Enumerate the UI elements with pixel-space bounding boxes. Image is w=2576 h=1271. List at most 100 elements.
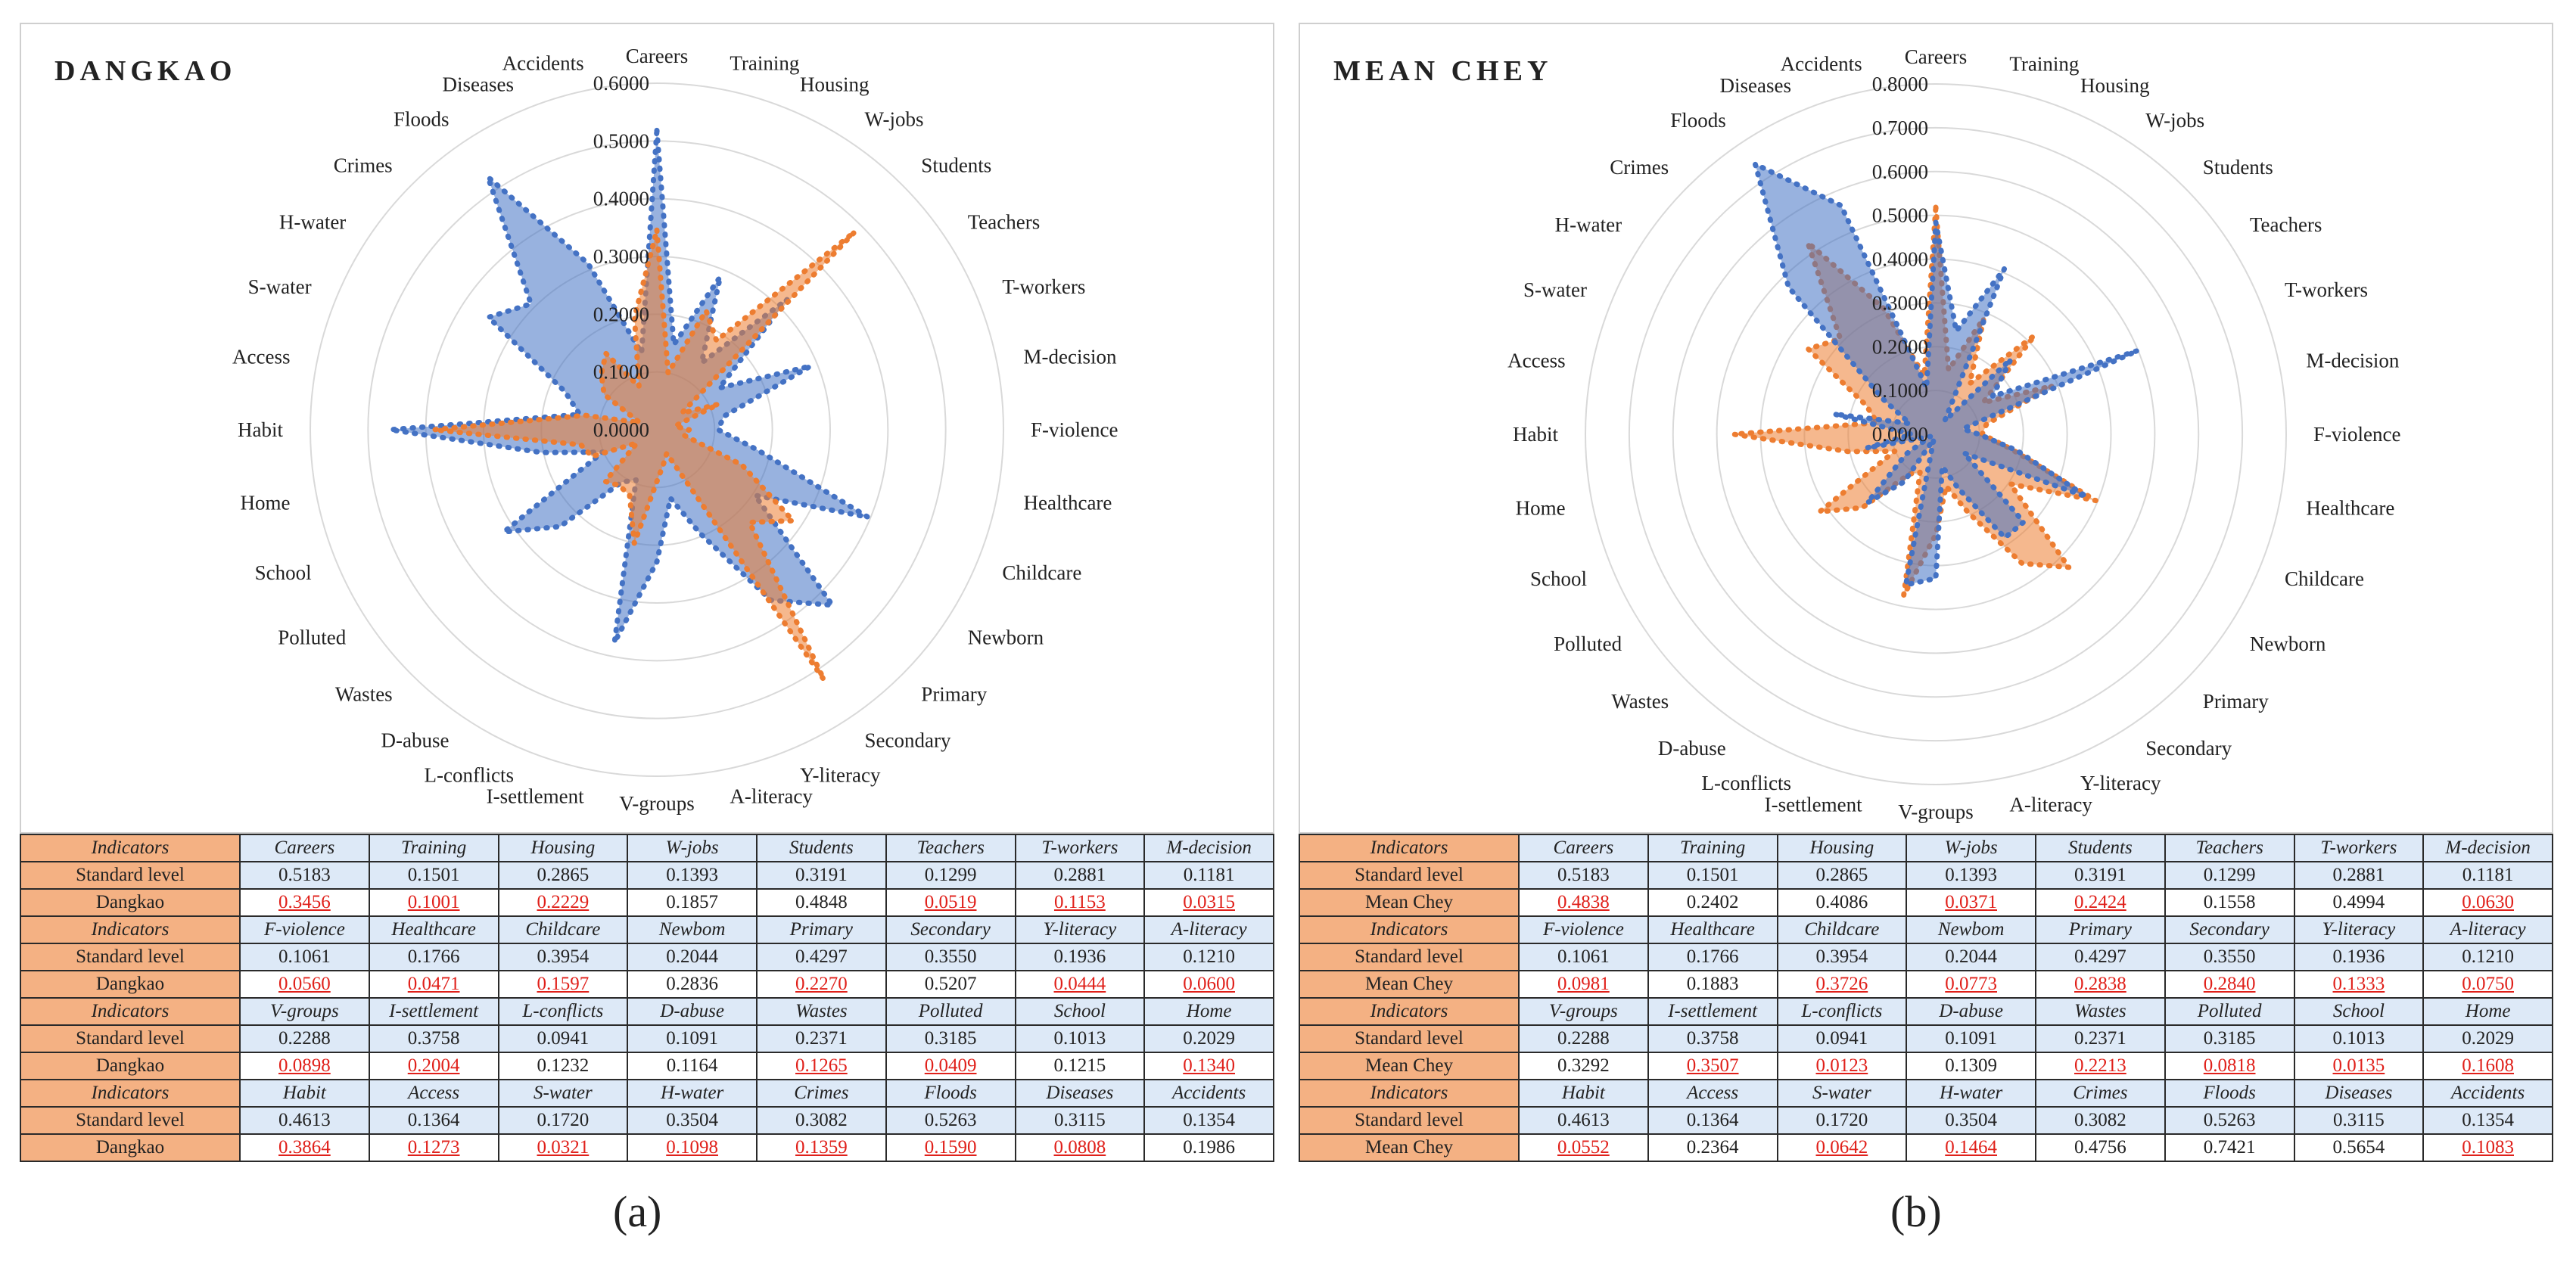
category-label-healthcare: Healthcare [1024,491,1112,514]
category-label-crimes: Crimes [334,154,393,177]
region-value: 0.4994 [2293,888,2425,917]
standard-value: 0.1354 [1143,1106,1274,1135]
standard-value: 0.3504 [1906,1106,2036,1135]
region-value: 0.2213 [2035,1052,2166,1080]
row-header-standard: Standard level [20,861,241,890]
indicator-name-access: Access [368,1079,499,1108]
category-label-housing: Housing [2080,74,2150,97]
series-area-mean-chey [1752,161,2141,588]
radial-tick-label: 0.6000 [1872,160,1928,183]
category-label-housing: Housing [800,73,870,96]
indicator-name-healthcare: Healthcare [368,915,499,944]
region-value: 0.4086 [1776,888,1908,917]
indicator-name-housing: Housing [1776,834,1908,862]
table-row-region: Mean Chey 0.4838 0.2402 0.4086 0.0371 0.2424 0… [1299,888,2553,917]
category-label-primary: Primary [2203,690,2269,713]
indicator-name-accidents: Accidents [1143,1079,1274,1108]
row-header-standard: Standard level [1299,861,1520,890]
region-value: 0.3456 [239,888,370,917]
category-label-wastes: Wastes [1611,690,1669,713]
category-label-accidents: Accidents [502,52,584,75]
standard-value: 0.3550 [885,943,1016,971]
standard-value: 0.3504 [627,1106,758,1135]
row-header-indicators: Indicators [1299,834,1520,862]
region-value: 0.0123 [1776,1052,1908,1080]
region-value: 0.0135 [2293,1052,2425,1080]
indicator-name-teachers: Teachers [885,834,1016,862]
standard-value: 0.1501 [1647,861,1778,890]
region-value: 0.1590 [885,1133,1016,1162]
category-label-training: Training [2009,53,2079,76]
row-header-standard: Standard level [1299,943,1520,971]
indicator-name-wastes: Wastes [2035,997,2166,1026]
table-row-region: Mean Chey 0.3292 0.3507 0.0123 0.1309 0.2213 0… [1299,1052,2553,1080]
category-label-v-groups: V-groups [1898,800,1974,823]
region-value: 0.0315 [1143,888,1274,917]
category-label-s-water: S-water [1523,278,1587,301]
category-label-l-conflicts: L-conflicts [425,763,514,786]
table-row-standard: Standard level 0.2288 0.3758 0.0941 0.1091 0.… [20,1024,1274,1053]
indicator-name-habit: Habit [239,1079,370,1108]
indicator-name-students: Students [756,834,887,862]
radial-tick-label: 0.7000 [1872,117,1928,139]
sublabel-a: (a) [613,1187,662,1236]
category-label-training: Training [730,52,799,75]
indicator-name-primary: Primary [2035,915,2166,944]
region-value: 0.1558 [2164,888,2295,917]
region-value: 0.5207 [885,970,1016,999]
category-label-habit: Habit [1513,423,1558,446]
standard-value: 0.3758 [1647,1024,1778,1053]
standard-value: 0.2288 [1518,1024,1649,1053]
indicator-name-school: School [2293,997,2425,1026]
table-row-indicators: Indicators F-violence Healthcare Childcare N… [20,915,1274,944]
category-label-w-jobs: W-jobs [865,107,924,130]
table-row-indicators: Indicators Habit Access S-water H-water Crime… [20,1079,1274,1108]
radial-tick-label: 0.5000 [593,129,649,152]
region-value: 0.2424 [2035,888,2166,917]
category-label-childcare: Childcare [2285,567,2364,590]
standard-value: 0.3185 [885,1024,1016,1053]
indicator-name-primary: Primary [756,915,887,944]
row-header-standard: Standard level [1299,1106,1520,1135]
category-label-diseases: Diseases [1720,74,1791,97]
standard-value: 0.1364 [368,1106,499,1135]
indicator-name-wastes: Wastes [756,997,887,1026]
standard-value: 0.3954 [497,943,629,971]
region-value: 0.1265 [756,1052,887,1080]
grid-ring [310,82,1004,777]
table-row-indicators: Indicators F-violence Healthcare Childcare N… [1299,915,2553,944]
radial-tick-label: 0.1000 [593,361,649,384]
indicator-table-dangkao: Indicators Careers Training Housing W-jobs St… [20,834,1274,1162]
region-value: 0.1359 [756,1133,887,1162]
category-label-d-abuse: D-abuse [1658,737,1726,760]
panel-title-mean-chey: MEAN CHEY [1333,55,1553,87]
standard-value: 0.3115 [2293,1106,2425,1135]
category-label-y-literacy: Y-literacy [800,763,881,786]
table-row-region: Mean Chey 0.0552 0.2364 0.0642 0.1464 0.4756 0… [1299,1133,2553,1162]
row-header-standard: Standard level [20,943,241,971]
indicator-name-t-workers: T-workers [1014,834,1146,862]
standard-value: 0.2044 [1906,943,2036,971]
grid-ring [1672,170,2200,698]
region-value: 0.0773 [1906,970,2036,999]
indicator-name-f-violence: F-violence [239,915,370,944]
panel-title-dangkao: DANGKAO [54,55,237,87]
category-label-a-literacy: A-literacy [730,785,813,808]
grid-ring [1585,83,2287,785]
radial-tick-label: 0.0000 [593,418,649,441]
region-value: 0.0600 [1143,970,1274,999]
region-value: 0.0560 [239,970,370,999]
category-label-polluted: Polluted [278,626,347,649]
indicator-name-training: Training [1647,834,1778,862]
region-value: 0.2402 [1647,888,1778,917]
row-header-standard: Standard level [1299,1024,1520,1053]
category-label-i-settlement: I-settlement [487,785,584,808]
indicator-name-secondary: Secondary [885,915,1016,944]
row-header-region: Dangkao [20,970,241,999]
sublabel-b: (b) [1890,1187,1942,1236]
standard-value: 0.4297 [2035,943,2166,971]
category-label-wastes: Wastes [335,682,393,705]
standard-value: 0.1936 [2293,943,2425,971]
standard-value: 0.1393 [627,861,758,890]
category-label-teachers: Teachers [968,211,1041,234]
